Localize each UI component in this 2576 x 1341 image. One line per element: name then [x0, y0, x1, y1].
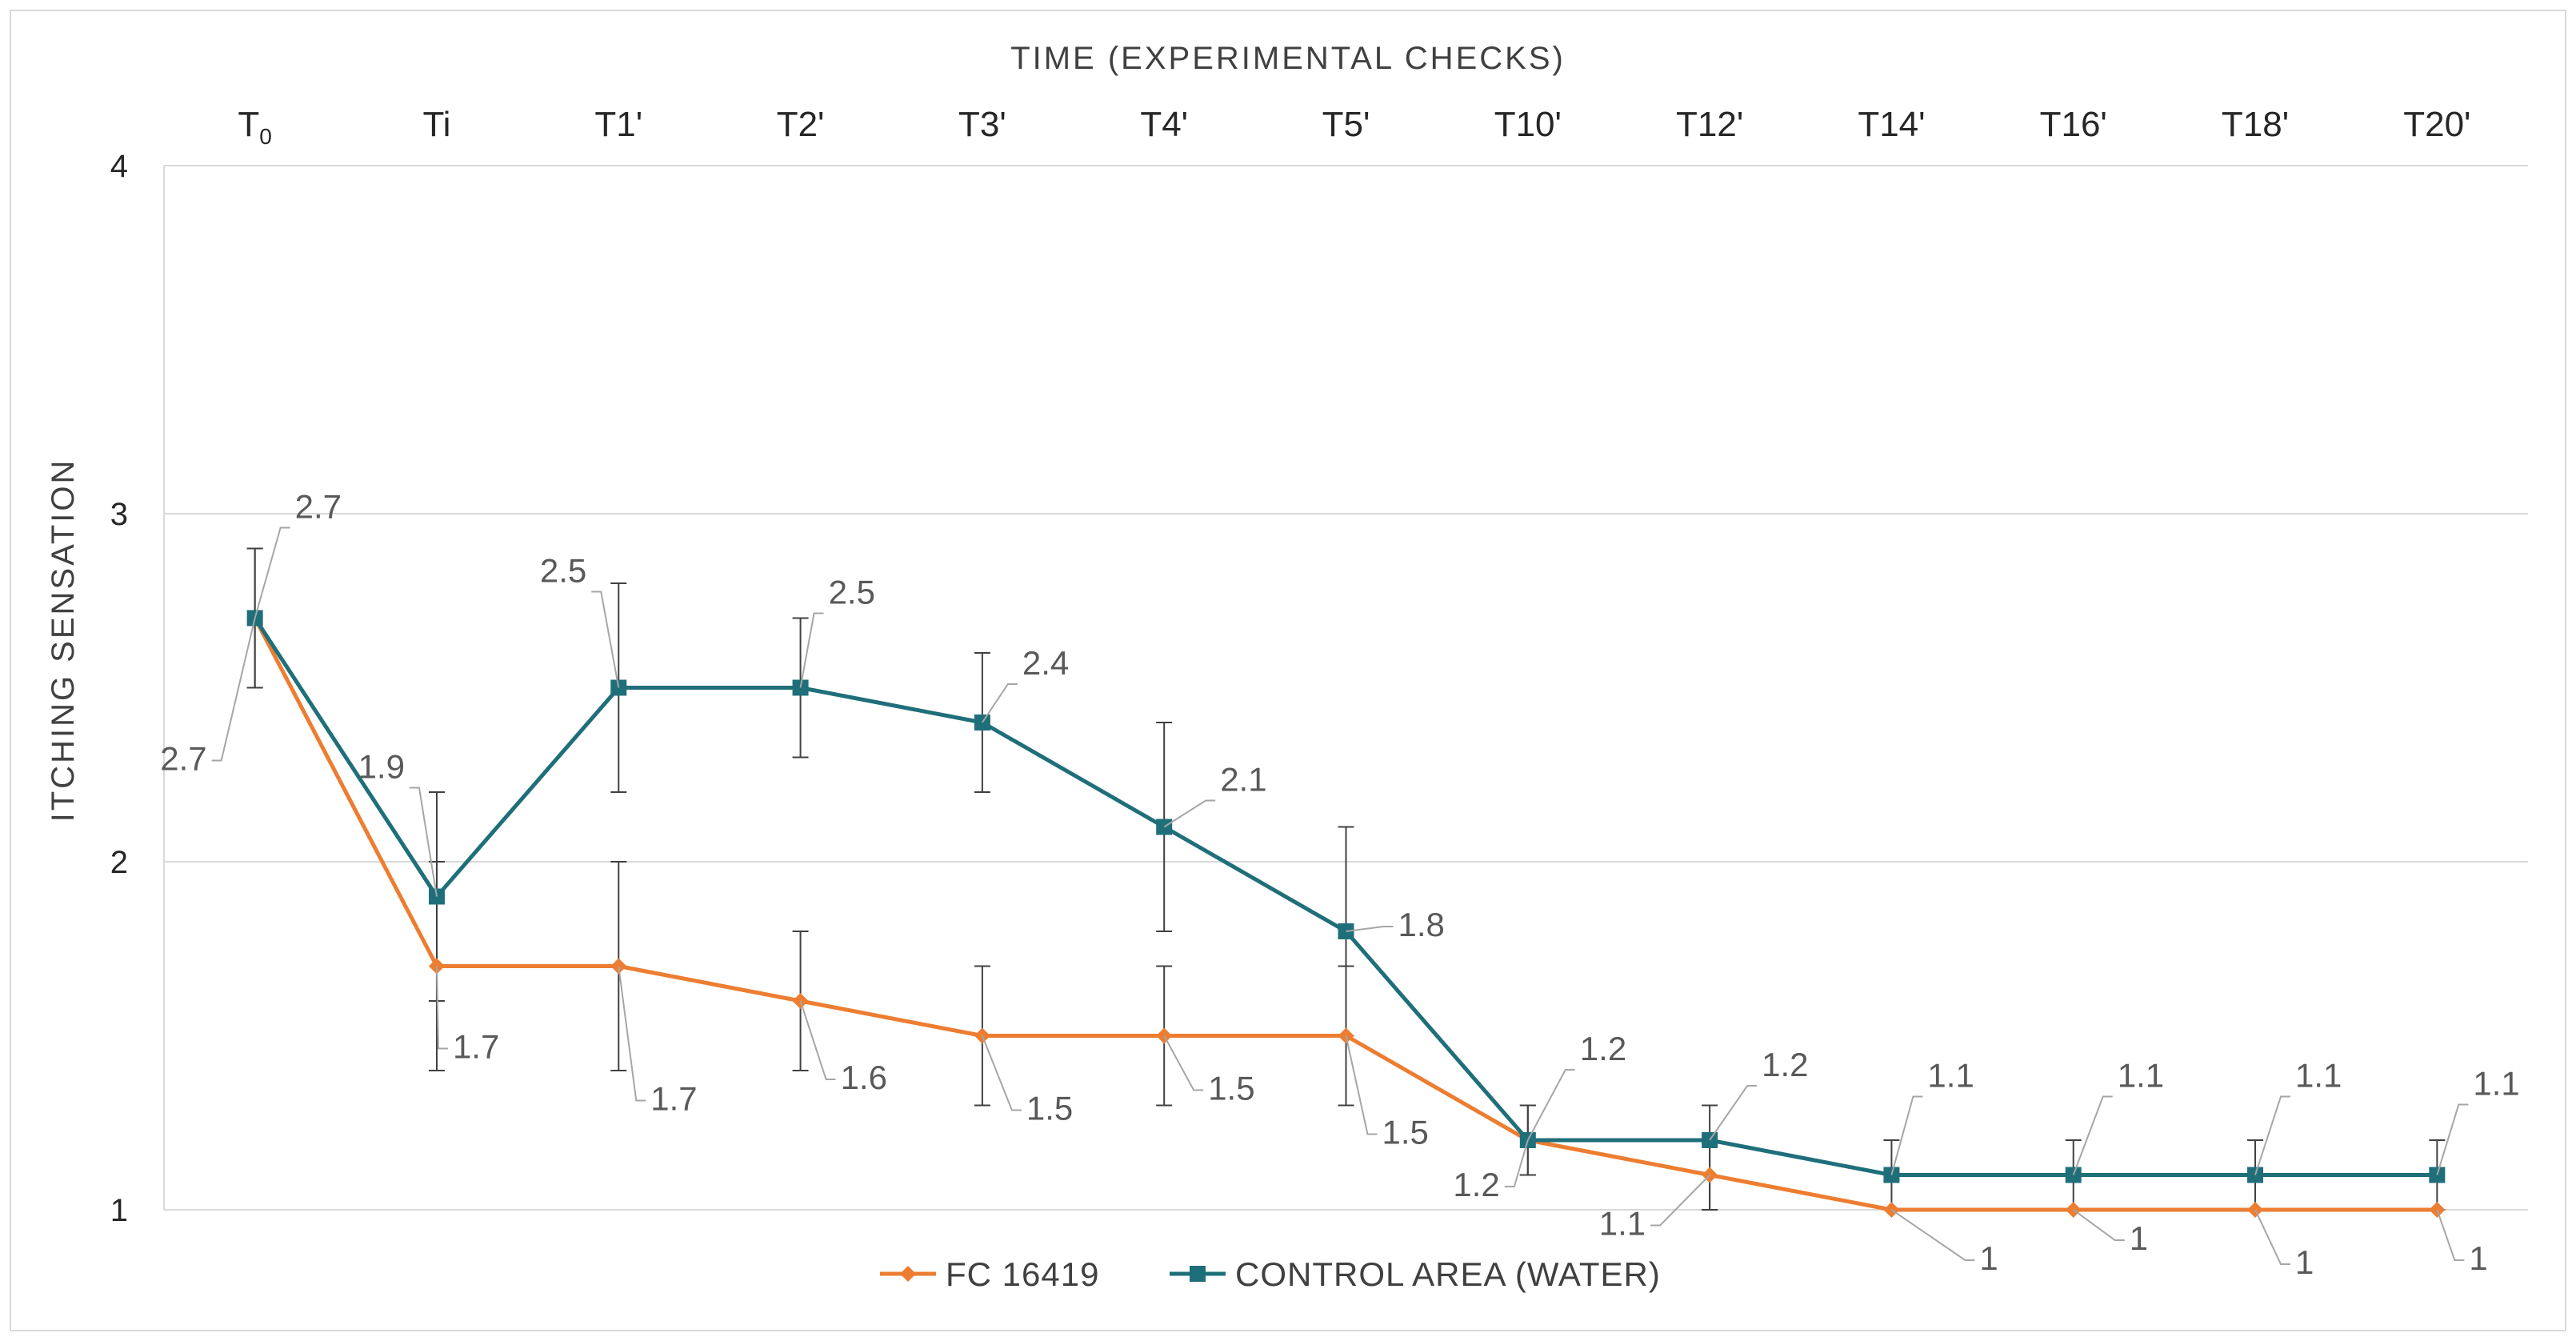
- control-data-label: 1.1: [2295, 1057, 2342, 1095]
- fc-data-label: 1: [2130, 1219, 2148, 1257]
- data-label-leader: [799, 612, 824, 688]
- fc-data-label: 1: [2295, 1243, 2314, 1281]
- legend-item-control: CONTROL AREA (WATER): [1170, 1255, 1661, 1293]
- x-tick-label: Ti: [422, 105, 450, 144]
- y-tick-label: 1: [110, 1193, 128, 1228]
- x-tick-label: T20': [2403, 105, 2470, 144]
- data-label-leader: [1890, 1095, 1923, 1175]
- control-data-label: 1.1: [2118, 1057, 2164, 1095]
- data-label-leader: [1163, 799, 1216, 828]
- data-label-leader: [591, 590, 620, 688]
- legend-item-fc: FC 16419: [880, 1255, 1099, 1293]
- data-label-leader: [1709, 1085, 1758, 1141]
- fc-data-label: 1.5: [1382, 1114, 1429, 1151]
- data-label-leader: [211, 618, 256, 762]
- data-label-leader: [1890, 1209, 1975, 1261]
- x-tick-label: T3': [958, 105, 1006, 144]
- legend-fc-label: FC 16419: [946, 1255, 1099, 1293]
- x-tick-label: T2': [777, 105, 825, 144]
- data-label-leader: [2436, 1209, 2465, 1261]
- control-data-label: 2.5: [829, 574, 875, 611]
- control-data-label: 1.2: [1762, 1046, 1808, 1083]
- data-label-leader: [2072, 1095, 2113, 1175]
- fc-data-label: 2.7: [160, 740, 206, 778]
- x-tick-label: T18': [2222, 105, 2289, 144]
- y-axis-title: ITCHING SENSATION: [46, 458, 81, 823]
- data-label-leader: [2436, 1103, 2469, 1175]
- control-data-label: 1.8: [1398, 906, 1445, 943]
- x-tick-label: T1': [594, 105, 642, 144]
- data-label-leader: [2254, 1209, 2291, 1265]
- chart-frame: [10, 10, 2566, 1331]
- data-label-leader: [435, 966, 448, 1050]
- x-tick-label: T5': [1322, 105, 1370, 144]
- legend-fc-marker: [900, 1266, 916, 1282]
- data-label-leader: [2254, 1095, 2291, 1175]
- x-tick-labels: T0 Ti T1' T2' T3' T4' T5' T10' T12' T14' T16' T18' T…: [238, 105, 2470, 149]
- data-label-leader: [618, 966, 646, 1102]
- fc-data-label: 1.7: [650, 1080, 697, 1118]
- fc-data-label: 1.7: [453, 1028, 499, 1066]
- data-label-leader: [981, 1035, 1022, 1111]
- data-label-leader: [1504, 1139, 1529, 1187]
- error-bars: [246, 547, 2446, 1211]
- x-tick-label: T16': [2040, 105, 2107, 144]
- data-labels: 2.7 1.7 1.7 1.6 1.5 1.5 1.5 1.2 1.1 1 1 1 1 2.7 1.9 2.5…: [160, 488, 2519, 1282]
- y-tick-labels: 1 2 3 4: [110, 149, 128, 1228]
- data-label-leader: [254, 526, 290, 618]
- control-data-label: 2.4: [1022, 644, 1069, 682]
- y-tick-label: 4: [110, 149, 128, 184]
- fc-data-label: 1.5: [1026, 1090, 1073, 1127]
- x-axis-title: TIME (EXPERIMENTAL CHECKS): [1010, 41, 1566, 76]
- x-tick-label: T0: [238, 105, 271, 149]
- data-label-leader: [982, 683, 1018, 723]
- data-label-leader: [2073, 1209, 2125, 1241]
- data-label-leader: [409, 787, 438, 897]
- y-tick-label: 2: [110, 845, 128, 880]
- control-data-label: 2.1: [1220, 761, 1266, 799]
- legend-control-marker: [1190, 1266, 1206, 1282]
- control-data-label: 1.1: [1927, 1057, 1974, 1095]
- data-label-leader: [1346, 926, 1394, 932]
- data-label-leader: [1526, 1069, 1575, 1141]
- control-data-label: 2.5: [540, 552, 586, 590]
- x-tick-label: T10': [1494, 105, 1562, 144]
- fc-data-label: 1.5: [1208, 1070, 1254, 1107]
- control-data-label: 2.7: [295, 488, 342, 526]
- x-tick-label: T12': [1676, 105, 1743, 144]
- data-label-leader: [1650, 1174, 1710, 1227]
- data-label-leader: [1163, 1035, 1204, 1091]
- legend: FC 16419 CONTROL AREA (WATER): [880, 1255, 1661, 1293]
- fc-data-label: 1: [2469, 1239, 2487, 1277]
- control-data-label: 1.2: [1580, 1030, 1626, 1067]
- fc-data-label: 1: [1979, 1239, 1998, 1277]
- fc-data-label: 1.6: [841, 1059, 887, 1096]
- y-tick-label: 3: [110, 497, 128, 532]
- legend-control-label: CONTROL AREA (WATER): [1235, 1255, 1661, 1293]
- data-label-leader: [1345, 1035, 1378, 1135]
- control-error-bar: [1702, 1104, 1718, 1211]
- data-label-leader: [799, 1000, 836, 1080]
- fc-data-label: 1.1: [1599, 1205, 1646, 1243]
- x-tick-label: T4': [1140, 105, 1188, 144]
- x-tick-label: T14': [1858, 105, 1925, 144]
- control-data-label: 1.1: [2473, 1065, 2519, 1103]
- fc-data-label: 1.2: [1453, 1166, 1499, 1203]
- control-data-label: 1.9: [358, 748, 405, 786]
